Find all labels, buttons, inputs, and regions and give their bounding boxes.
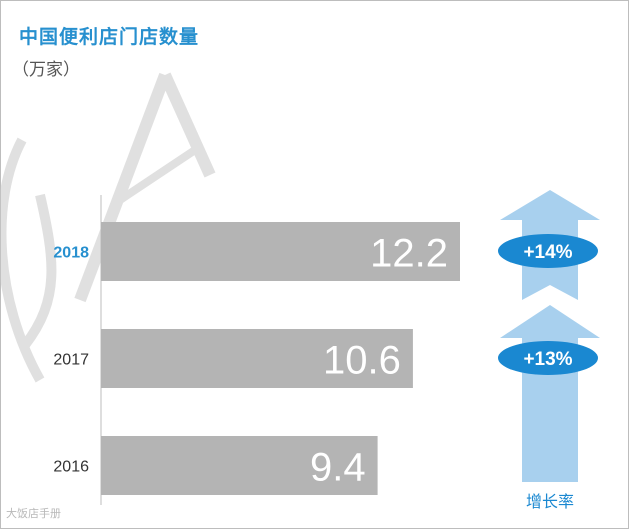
growth-value-upper: +14%	[523, 242, 572, 263]
category-label-2016: 2016	[53, 459, 89, 476]
bar-value-label-2018: 12.2	[370, 232, 448, 276]
growth-value-lower: +13%	[523, 349, 572, 370]
chart-title: 中国便利店门店数量	[19, 26, 200, 48]
growth-badge-shape	[498, 341, 598, 375]
category-label-2017: 2017	[53, 352, 89, 369]
watermark-letter-t	[21, 193, 57, 349]
bar-2016	[101, 436, 378, 495]
bar-value-label-2017: 10.6	[323, 339, 401, 383]
growth-arrow-lower	[500, 305, 600, 482]
category-label-2018: 2018	[53, 245, 89, 262]
bar-2018	[101, 222, 460, 281]
growth-badge-upper: +14%	[498, 234, 598, 268]
growth-badge-shape	[498, 234, 598, 268]
growth-label: 增长率	[526, 492, 574, 511]
unit-label: （万家）	[12, 60, 80, 80]
bar-2017	[101, 329, 413, 388]
bar-value-label-2016: 9.4	[310, 446, 366, 490]
watermark-letter-a-bar	[117, 146, 198, 204]
growth-badge-lower: +13%	[498, 341, 598, 375]
watermark-letter-c	[0, 137, 45, 383]
growth-arrows	[500, 190, 600, 482]
watermark-letter-a-right	[159, 72, 216, 178]
watermark-letter-a-left	[74, 72, 171, 303]
watermark-text: 大饭店手册	[6, 507, 61, 520]
watermark-graphic	[0, 72, 216, 383]
